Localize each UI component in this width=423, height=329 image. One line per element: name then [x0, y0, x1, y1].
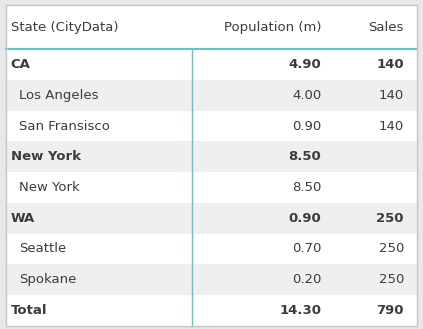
Text: 0.70: 0.70 — [292, 242, 321, 255]
Text: 8.50: 8.50 — [292, 181, 321, 194]
Text: 0.90: 0.90 — [292, 120, 321, 133]
Bar — [6, 234, 417, 264]
Text: New York: New York — [19, 181, 80, 194]
Text: Sales: Sales — [368, 21, 404, 34]
Text: 140: 140 — [376, 58, 404, 71]
Text: 140: 140 — [379, 120, 404, 133]
Text: 250: 250 — [376, 212, 404, 225]
Bar — [6, 49, 417, 80]
Text: Seattle: Seattle — [19, 242, 66, 255]
Bar — [6, 111, 417, 141]
Text: 140: 140 — [379, 89, 404, 102]
Text: 4.90: 4.90 — [289, 58, 321, 71]
Text: Spokane: Spokane — [19, 273, 77, 286]
Text: 0.90: 0.90 — [289, 212, 321, 225]
Text: State (CityData): State (CityData) — [11, 21, 118, 34]
Text: 790: 790 — [376, 304, 404, 317]
Text: CA: CA — [11, 58, 30, 71]
Bar — [6, 80, 417, 111]
Text: 0.20: 0.20 — [292, 273, 321, 286]
Bar — [6, 264, 417, 295]
Text: 8.50: 8.50 — [289, 150, 321, 163]
Bar — [6, 203, 417, 234]
Text: WA: WA — [11, 212, 35, 225]
Text: New York: New York — [11, 150, 80, 163]
Text: 250: 250 — [379, 242, 404, 255]
Bar — [6, 172, 417, 203]
Text: Los Angeles: Los Angeles — [19, 89, 99, 102]
Text: Population (m): Population (m) — [224, 21, 321, 34]
Bar — [6, 295, 417, 326]
Text: 4.00: 4.00 — [292, 89, 321, 102]
Bar — [6, 141, 417, 172]
Text: 250: 250 — [379, 273, 404, 286]
Text: San Fransisco: San Fransisco — [19, 120, 110, 133]
Text: 14.30: 14.30 — [280, 304, 321, 317]
Text: Total: Total — [11, 304, 47, 317]
Bar — [6, 5, 417, 49]
